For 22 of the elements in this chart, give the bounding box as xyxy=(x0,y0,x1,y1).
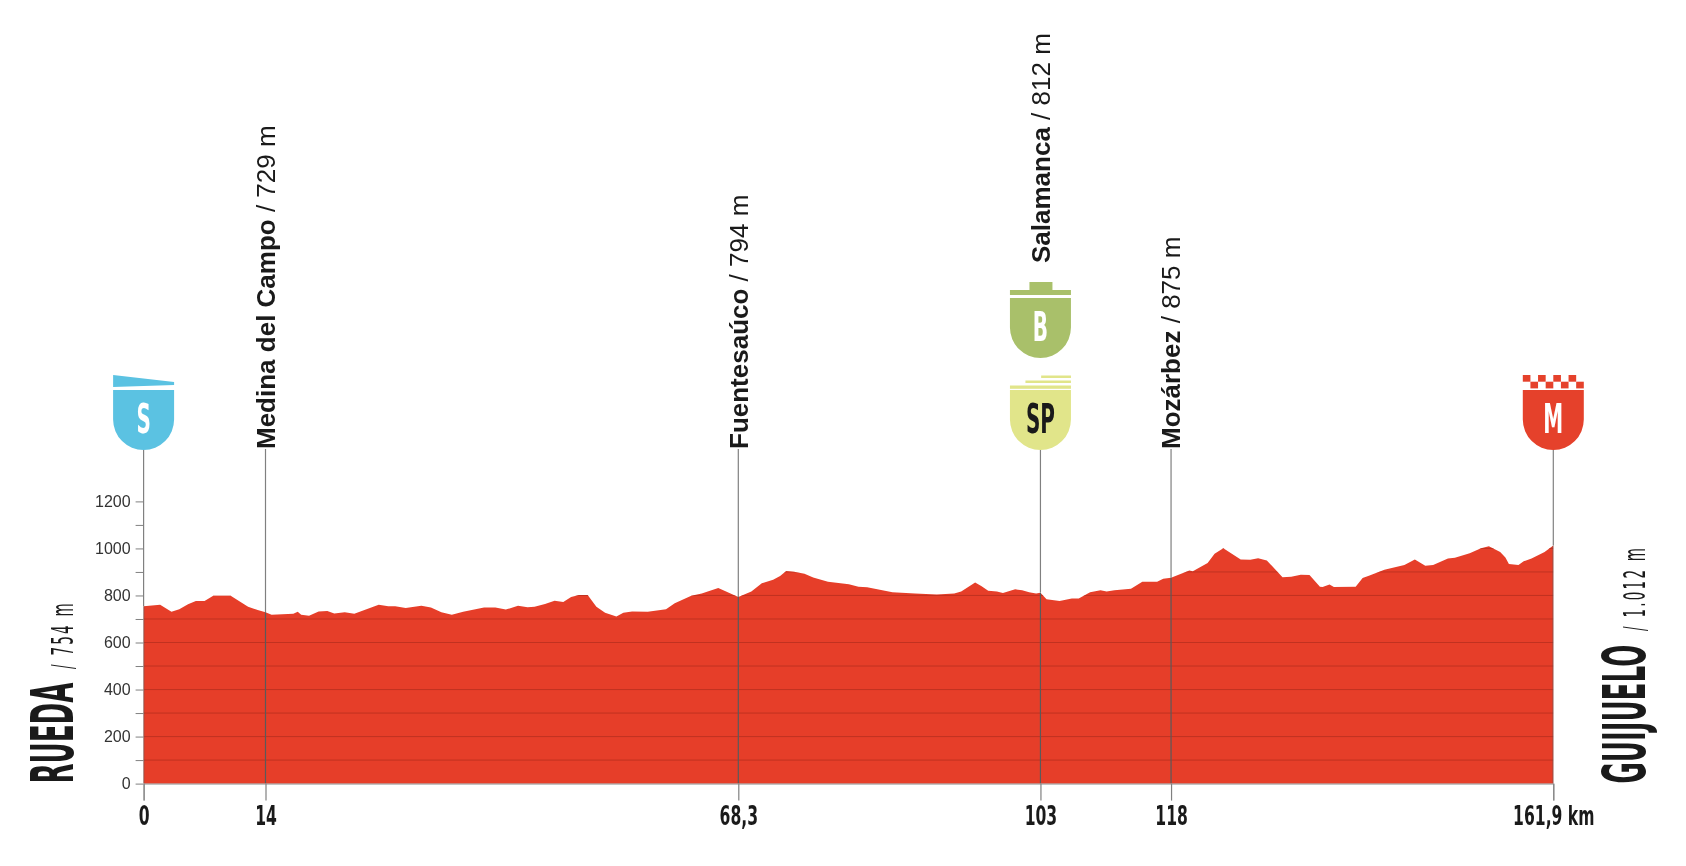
x-tick-label: 14 xyxy=(255,800,277,832)
annotation: SP xyxy=(1025,396,1055,442)
y-tick-label: 1000 xyxy=(95,540,131,558)
y-tick-label: 400 xyxy=(103,681,131,699)
x-tick-label: 68,3 xyxy=(719,800,759,832)
y-tick-label: 1200 xyxy=(95,493,131,511)
y-tick-label: 0 xyxy=(121,775,131,793)
text: Salamanca / 812 m xyxy=(1025,33,1056,263)
annotation: M xyxy=(1543,396,1564,442)
y-tick-label: 200 xyxy=(103,728,131,746)
y2-axis-title: GUIJUELO / 1.012 m xyxy=(1590,545,1660,784)
annotation: Fuentesaúco / 794 m xyxy=(723,194,754,449)
text: B xyxy=(1032,304,1049,350)
annotation: S xyxy=(136,396,151,442)
y-tick-label: 600 xyxy=(103,634,131,652)
annotation: Mozárbez / 875 m xyxy=(1156,236,1187,449)
x-tick-label: 118 xyxy=(1155,800,1188,832)
annotation: Medina del Campo / 729 m xyxy=(250,125,281,449)
y-axis-title: RUEDA / 754 m xyxy=(18,601,88,784)
x-tick-label: 161,9 km xyxy=(1513,800,1595,832)
x-tick-label: 103 xyxy=(1024,800,1058,832)
y-tick-label: 800 xyxy=(103,587,131,605)
